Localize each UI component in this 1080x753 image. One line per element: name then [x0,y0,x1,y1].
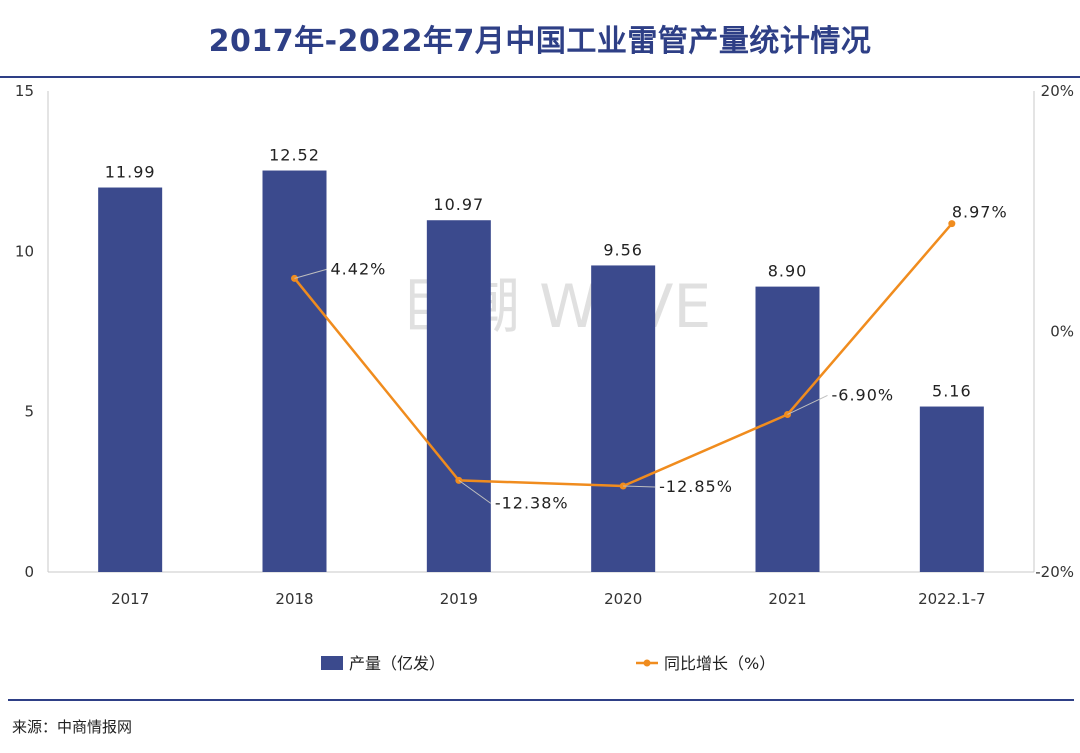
y-left-tick-label: 10 [15,242,34,260]
y-left-tick-label: 0 [24,563,34,581]
x-tick-label: 2022.1-7 [918,590,985,608]
x-tick-label: 2018 [275,590,313,608]
bar-value-label: 11.99 [105,163,156,182]
label-leader-line [787,395,828,415]
bar-value-label: 8.90 [768,262,808,281]
growth-point-2022.1-7 [948,220,956,228]
y-left-tick-label: 15 [15,82,34,100]
y-right-tick-label: 0% [1050,323,1074,341]
title-divider [0,76,1080,78]
legend-bar-swatch [321,656,343,670]
legend-line-marker [643,659,651,667]
y-left-tick-label: 5 [24,403,34,421]
legend-bar-label: 产量（亿发） [349,654,445,673]
footer-divider [8,699,1074,701]
bar-2018 [262,170,327,572]
label-leader-line [623,485,656,488]
bar-2020 [591,265,656,572]
growth-value-label: 8.97% [952,203,1008,222]
bar-value-label: 9.56 [603,240,643,259]
x-tick-label: 2020 [604,590,642,608]
chart-title: 2017年-2022年7月中国工业雷管产量统计情况 [208,24,872,59]
growth-value-label: 4.42% [331,259,387,278]
x-tick-label: 2017 [111,590,149,608]
growth-value-label: -12.85% [659,477,733,496]
y-right-tick-label: -20% [1035,563,1074,581]
legend-line-label: 同比增长（%） [664,654,775,673]
x-tick-label: 2019 [440,590,478,608]
source-note: 来源：中商情报网 [12,718,133,736]
bar-value-label: 10.97 [433,195,484,214]
bar-2022.1-7 [919,406,984,572]
bar-value-label: 5.16 [932,382,972,401]
label-leader-line [458,479,492,504]
growth-value-label: -12.38% [495,493,569,512]
bar-value-label: 12.52 [269,146,320,165]
x-tick-label: 2021 [768,590,806,608]
growth-value-label: -6.90% [832,385,895,404]
bar-2017 [98,187,163,572]
y-right-tick-label: 20% [1041,82,1074,100]
bar-2019 [426,220,491,572]
label-leader-line [294,268,327,279]
bar-2021 [755,286,820,572]
